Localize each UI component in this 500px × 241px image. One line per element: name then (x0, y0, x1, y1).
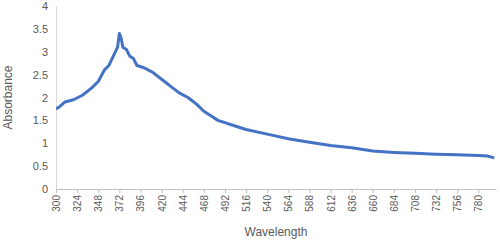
tick: 324 (72, 189, 83, 212)
tick-mark (352, 189, 353, 193)
tick: 2 (42, 92, 56, 104)
tick-label: 516 (241, 195, 252, 212)
tick: 444 (178, 189, 189, 212)
tick-label: 756 (452, 195, 463, 212)
tick-mark (457, 189, 458, 193)
y-axis: 0 0.5 1 1.5 2 2.5 3 3.5 4 (33, 0, 57, 195)
chart: 0 0.5 1 1.5 2 2.5 3 3.5 4 300 324 348 372 396 420 444 46… (0, 0, 500, 241)
tick-label: 0.5 (33, 160, 48, 172)
tick: 3.5 (33, 23, 56, 35)
tick: 0.5 (33, 160, 56, 172)
tick: 1.5 (33, 114, 56, 126)
axis-line (57, 189, 497, 190)
tick: 684 (389, 189, 400, 212)
tick: 636 (347, 189, 358, 212)
tick-label: 0 (42, 183, 48, 195)
tick-label: 444 (178, 195, 189, 212)
tick-mark (98, 189, 99, 193)
tick: 2.5 (33, 69, 56, 81)
tick: 516 (241, 189, 252, 212)
tick-label: 540 (262, 195, 273, 212)
x-axis-title: Wavelength (245, 225, 308, 239)
tick: 564 (283, 189, 294, 212)
tick: 756 (452, 189, 463, 212)
tick-label: 348 (93, 195, 104, 212)
tick-mark (331, 189, 332, 193)
tick: 780 (473, 189, 484, 212)
tick: 540 (262, 189, 273, 212)
tick-mark (77, 189, 78, 193)
tick-mark (436, 189, 437, 193)
tick-label: 564 (283, 195, 294, 212)
tick: 708 (410, 189, 421, 212)
tick: 1 (42, 137, 56, 149)
tick-mark (140, 189, 141, 193)
tick-label: 780 (473, 195, 484, 212)
tick-label: 612 (326, 195, 337, 212)
tick-mark (288, 189, 289, 193)
tick: 4 (42, 0, 56, 12)
tick: 732 (431, 189, 442, 212)
tick-label: 3.5 (33, 23, 48, 35)
tick: 468 (199, 189, 210, 212)
tick-label: 636 (347, 195, 358, 212)
tick: 420 (157, 189, 168, 212)
tick-label: 492 (220, 195, 231, 212)
tick: 396 (135, 189, 146, 212)
tick: 300 (51, 189, 62, 212)
tick-mark (56, 189, 57, 193)
tick-label: 420 (157, 195, 168, 212)
tick-mark (415, 189, 416, 193)
tick-label: 660 (368, 195, 379, 212)
tick: 3 (42, 46, 56, 58)
tick-mark (267, 189, 268, 193)
tick: 612 (326, 189, 337, 212)
tick: 0 (42, 183, 56, 195)
data-line (56, 33, 494, 157)
tick: 660 (368, 189, 379, 212)
tick: 492 (220, 189, 231, 212)
tick-label: 1 (42, 137, 48, 149)
tick-label: 468 (199, 195, 210, 212)
tick-label: 2 (42, 92, 48, 104)
tick-mark (119, 189, 120, 193)
tick-label: 684 (389, 195, 400, 212)
tick-label: 372 (114, 195, 125, 212)
tick-label: 4 (42, 0, 48, 12)
tick-label: 2.5 (33, 69, 48, 81)
tick-label: 3 (42, 46, 48, 58)
tick-label: 708 (410, 195, 421, 212)
axis-line (56, 7, 57, 190)
x-axis: 300 324 348 372 396 420 444 468 492 516 540 564 588 6… (51, 189, 497, 212)
plot-area (56, 33, 494, 157)
tick-label: 324 (72, 195, 83, 212)
tick-label: 588 (304, 195, 315, 212)
tick-mark (204, 189, 205, 193)
tick-label: 300 (51, 195, 62, 212)
tick: 372 (114, 189, 125, 212)
y-axis-title: Absorbance (1, 65, 15, 129)
tick-mark (246, 189, 247, 193)
tick: 348 (93, 189, 104, 212)
tick-label: 396 (135, 195, 146, 212)
tick-mark (394, 189, 395, 193)
tick-mark (183, 189, 184, 193)
tick-mark (373, 189, 374, 193)
tick-mark (478, 189, 479, 193)
tick-label: 732 (431, 195, 442, 212)
tick-mark (162, 189, 163, 193)
tick-label: 1.5 (33, 114, 48, 126)
tick: 588 (304, 189, 315, 212)
tick-mark (225, 189, 226, 193)
tick-mark (309, 189, 310, 193)
